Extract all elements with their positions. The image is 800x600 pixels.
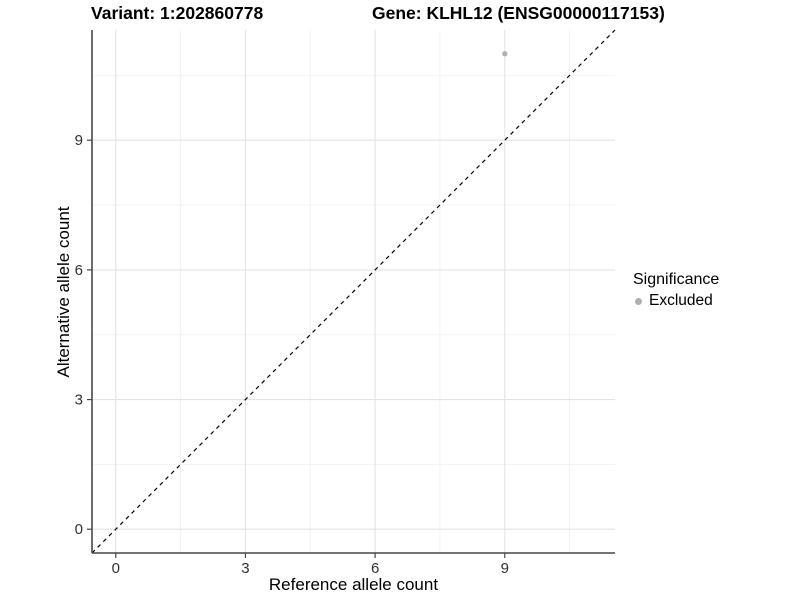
y-tick-label: 3 [75,392,83,409]
y-tick-label: 9 [75,132,83,149]
x-tick-label: 9 [501,560,509,577]
variant-title: Variant: 1:202860778 [91,3,264,23]
x-tick-label: 0 [112,560,120,577]
y-tick-label: 6 [75,262,83,279]
data-point [502,51,508,57]
x-axis-title: Reference allele count [268,575,439,594]
legend-item-label: Excluded [649,292,713,309]
x-tick-label: 3 [241,560,249,577]
identity-dashed-line [91,29,616,554]
legend: Significance Excluded [633,270,719,311]
legend-item-excluded: Excluded [633,291,719,311]
legend-point-icon [635,297,642,305]
gene-title: Gene: KLHL12 (ENSG00000117153) [372,3,665,23]
y-tick-label: 0 [75,521,83,538]
x-tick-label: 6 [371,560,379,577]
y-axis-title: Alternative allele count [54,206,73,378]
legend-title: Significance [633,271,720,288]
